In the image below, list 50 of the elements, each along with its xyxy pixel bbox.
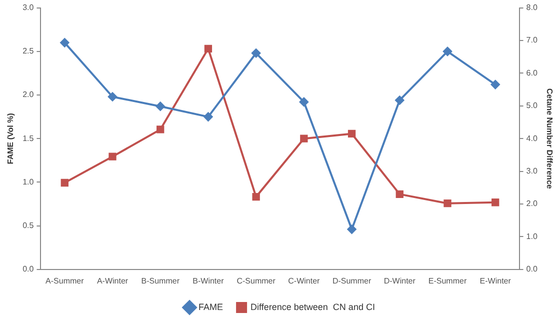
x-tick-label: D-Winter <box>384 276 416 286</box>
y-tick-label: 0.5 <box>22 221 34 230</box>
x-tick-label: B-Winter <box>192 276 224 286</box>
point <box>156 102 165 111</box>
y-tick-label: 2.5 <box>22 46 34 56</box>
point <box>204 112 213 122</box>
y2-axis-title: Cetane Number Difference <box>544 88 554 190</box>
y-tick-label: 2.0 <box>22 90 34 100</box>
y-axis-title: FAME (Vol %) <box>6 112 16 164</box>
point <box>252 48 261 58</box>
point <box>395 96 404 105</box>
point <box>348 130 356 138</box>
point <box>396 190 404 198</box>
point <box>347 224 356 234</box>
point <box>442 46 452 56</box>
y2-tick-label: 0.0 <box>526 264 538 274</box>
y2-tick-label: 1.0 <box>526 232 538 241</box>
y-tick-label: 0.0 <box>22 264 34 274</box>
point <box>252 192 260 201</box>
x-tick-label: C-Summer <box>236 276 276 286</box>
x-tick-label: A-Winter <box>96 276 128 286</box>
y2-tick-label: 5.0 <box>526 101 538 110</box>
point <box>299 97 308 106</box>
point <box>444 200 452 208</box>
x-tick-label: E-Winter <box>480 276 512 286</box>
y-tick-label: 1.5 <box>22 134 34 143</box>
y2-tick-label: 6.0 <box>526 68 538 78</box>
point <box>492 198 500 206</box>
legend-label: Difference between CN and CI <box>250 302 375 312</box>
x-tick-label: A-Summer <box>46 276 84 286</box>
point <box>60 178 68 187</box>
legend-label: FAME <box>198 302 224 312</box>
point <box>204 44 212 53</box>
point <box>300 134 308 142</box>
y2-tick-label: 2.0 <box>526 199 538 208</box>
y2-tick-label: 7.0 <box>526 36 538 45</box>
point <box>108 92 118 102</box>
y2-tick-label: 8.0 <box>526 3 538 12</box>
y2-tick-label: 4.0 <box>526 134 538 143</box>
y2-tick-label: 3.0 <box>526 166 538 176</box>
y-tick-label: 1.0 <box>22 177 34 186</box>
x-tick-label: D-Summer <box>332 276 372 286</box>
point <box>156 126 164 134</box>
x-tick-label: B-Summer <box>141 276 180 286</box>
point <box>108 152 116 160</box>
point <box>490 80 500 90</box>
x-tick-label: C-Winter <box>288 276 320 286</box>
x-tick-label: E-Summer <box>428 276 467 286</box>
y-tick-label: 3.0 <box>22 3 34 12</box>
point <box>60 38 70 48</box>
